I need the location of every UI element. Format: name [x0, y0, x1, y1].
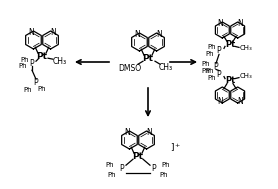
- Text: N: N: [156, 30, 162, 39]
- Text: P: P: [214, 62, 218, 71]
- Text: N: N: [50, 28, 56, 37]
- Text: Ph: Ph: [208, 44, 216, 50]
- Text: N: N: [147, 128, 152, 137]
- Text: Ph: Ph: [38, 86, 46, 92]
- Text: Ph: Ph: [160, 172, 168, 178]
- Text: Ph: Ph: [108, 172, 116, 178]
- Text: DMSO: DMSO: [118, 64, 142, 73]
- Text: Ph: Ph: [208, 75, 216, 81]
- Text: Ph: Ph: [21, 57, 29, 63]
- Text: P: P: [152, 164, 156, 173]
- Text: Pt: Pt: [133, 152, 143, 161]
- Text: Pt: Pt: [225, 76, 235, 85]
- Text: P: P: [30, 59, 34, 68]
- Text: N: N: [237, 97, 243, 106]
- Text: N: N: [134, 30, 140, 39]
- Text: Ph: Ph: [24, 87, 32, 93]
- Text: ]$^+$: ]$^+$: [170, 142, 182, 154]
- Text: CH₃: CH₃: [159, 63, 173, 72]
- Text: Ph: Ph: [202, 61, 210, 67]
- Text: Ph: Ph: [162, 162, 170, 168]
- Text: P: P: [120, 164, 124, 173]
- Text: N: N: [217, 19, 223, 28]
- Text: CH₃: CH₃: [240, 45, 252, 51]
- Text: Ph: Ph: [106, 162, 114, 168]
- Text: N: N: [28, 28, 34, 37]
- Text: Pt: Pt: [143, 54, 153, 63]
- Text: Pt: Pt: [225, 40, 235, 49]
- Text: N: N: [217, 97, 223, 106]
- Text: P: P: [217, 70, 221, 79]
- Text: Pt: Pt: [36, 52, 48, 61]
- Text: Ph: Ph: [206, 51, 214, 57]
- Text: N: N: [124, 128, 130, 137]
- Text: P: P: [217, 46, 221, 55]
- Text: N: N: [237, 19, 243, 28]
- Text: CH₃: CH₃: [53, 57, 67, 66]
- Text: P: P: [34, 78, 38, 87]
- Text: Ph: Ph: [202, 68, 210, 74]
- Text: Ph: Ph: [206, 68, 214, 74]
- Text: Ph: Ph: [19, 63, 27, 69]
- Text: CH₃: CH₃: [240, 73, 252, 79]
